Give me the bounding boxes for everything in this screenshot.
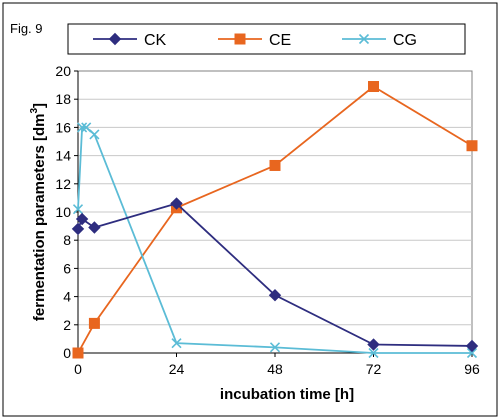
legend-item-ck: CK — [93, 32, 167, 49]
legend-label-ce: CE — [269, 32, 291, 49]
data-point-cg — [171, 338, 182, 349]
y-tick-label: 16 — [55, 119, 71, 135]
x-tick-label: 0 — [74, 361, 82, 377]
data-point-ck — [367, 338, 380, 351]
y-tick-label: 20 — [55, 63, 71, 79]
legend-marker-cg — [358, 33, 370, 45]
legend-item-cg: CG — [342, 32, 417, 49]
figure-label: Fig. 9 — [10, 21, 43, 36]
y-tick-label: 6 — [63, 260, 71, 276]
data-point-ck — [75, 212, 89, 226]
data-point-ce — [72, 347, 84, 359]
data-point-ce — [466, 140, 478, 152]
y-axis-title-close: ] — [31, 103, 48, 108]
data-point-ck — [71, 222, 85, 236]
legend: CK CE CG — [93, 32, 417, 49]
x-axis-title: incubation time [h] — [220, 386, 354, 403]
data-point-ck — [268, 288, 282, 302]
y-axis-title-main: fermentation parameters [dm — [31, 114, 48, 322]
data-point-ck — [465, 339, 479, 353]
data-point-ce — [368, 81, 379, 93]
data-point-ck — [170, 197, 183, 210]
legend-label-ck: CK — [144, 32, 167, 49]
data-point-cg — [269, 342, 281, 353]
data-point-cg — [72, 204, 84, 215]
legend-marker-ck — [108, 32, 122, 46]
legend-label-cg: CG — [393, 32, 417, 49]
legend-item-ce: CE — [218, 32, 291, 49]
data-point-cg — [466, 347, 478, 359]
data-point-ck — [88, 221, 101, 234]
y-tick-label: 14 — [55, 148, 71, 164]
data-point-ce — [88, 317, 100, 329]
y-axis-title: fermentation parameters [dm3] — [29, 103, 48, 321]
y-tick-label: 4 — [63, 289, 71, 305]
y-tick-label: 12 — [55, 176, 71, 192]
y-tick-label: 8 — [63, 232, 71, 248]
y-tick-label: 10 — [55, 204, 71, 220]
data-point-cg — [368, 347, 379, 359]
x-tick-label: 48 — [267, 361, 283, 377]
y-axis-title-sup: 3 — [29, 108, 40, 114]
legend-marker-ce — [234, 33, 246, 45]
data-point-cg — [89, 129, 100, 140]
data-point-cg — [77, 122, 88, 133]
y-tick-label: 18 — [55, 91, 71, 107]
x-tick-label: 96 — [464, 361, 480, 377]
data-point-ce — [269, 159, 281, 171]
x-tick-label: 72 — [366, 361, 382, 377]
y-tick-label: 2 — [63, 317, 71, 333]
x-tick-label: 24 — [169, 361, 185, 377]
y-tick-label: 0 — [63, 345, 71, 361]
series-layer — [71, 81, 479, 359]
data-point-cg — [81, 122, 92, 133]
